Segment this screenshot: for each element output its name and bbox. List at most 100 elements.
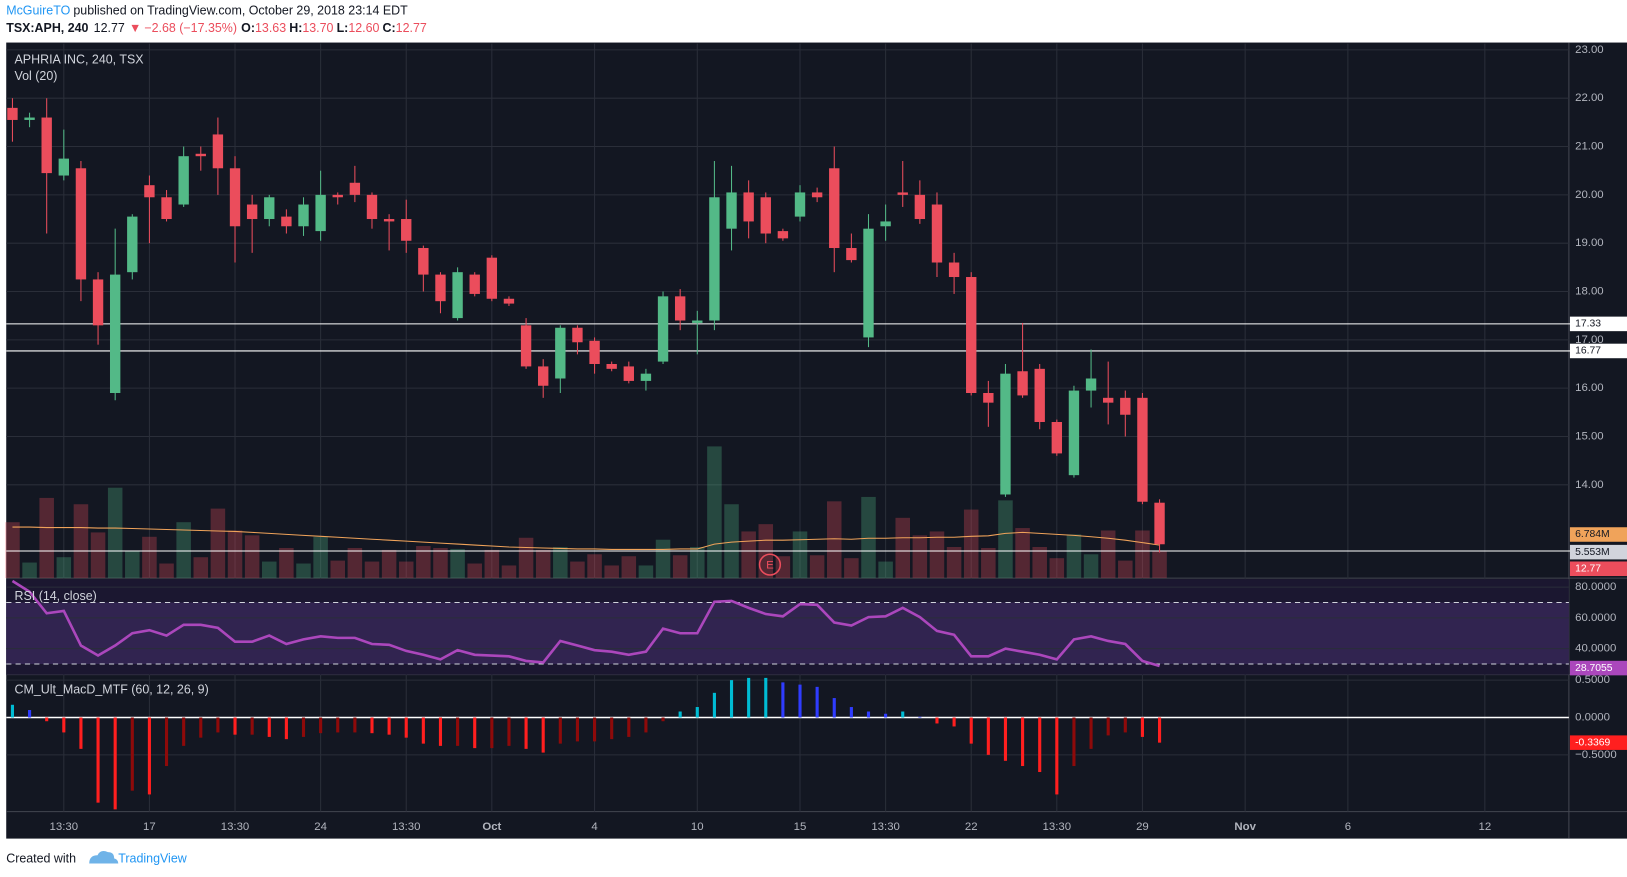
volume-bar: [210, 508, 226, 579]
open-value: 13.63: [255, 21, 286, 35]
histogram-bar: [541, 717, 545, 753]
x-tick-label: 4: [591, 821, 598, 833]
histogram-bar: [1106, 717, 1110, 736]
volume-bar: [330, 560, 346, 579]
candle-body: [1068, 390, 1080, 476]
histogram-bar: [404, 717, 408, 738]
low-value: 12.60: [348, 21, 379, 35]
candle-body: [212, 134, 224, 169]
candle-body: [640, 373, 652, 381]
published-text: published on TradingView.com, October 29…: [73, 4, 408, 18]
histogram-bar: [832, 698, 836, 718]
histogram-bar: [524, 717, 528, 749]
level-label-box: [1569, 316, 1627, 332]
macd-title: CM_Ult_MacD_MTF (60, 12, 26, 9): [15, 682, 209, 696]
volume-bar: [159, 563, 174, 579]
candle-body: [623, 366, 634, 381]
candle-body: [1137, 397, 1148, 502]
candle-body: [880, 221, 891, 227]
o-label: O:: [241, 21, 255, 35]
chart-title: APHRIA INC, 240, TSX: [15, 52, 145, 66]
histogram-bar: [712, 692, 716, 718]
candle-body: [914, 194, 926, 220]
volume-ma-label-box: [1569, 527, 1627, 542]
candle-body: [1102, 397, 1114, 403]
histogram-bar: [233, 717, 237, 735]
candle-body: [811, 192, 823, 198]
author-link[interactable]: McGuireTO: [6, 4, 70, 18]
tradingview-brand[interactable]: TradingView: [118, 852, 187, 866]
histogram-bar: [1072, 717, 1076, 767]
volume-bar: [621, 556, 637, 579]
candle-body: [726, 192, 737, 229]
x-tick-label: 17: [143, 821, 156, 833]
y-tick-label: 0.5000: [1575, 674, 1610, 686]
candle-body: [829, 168, 840, 249]
y-tick-label: 19.00: [1575, 237, 1604, 249]
volume-bar: [844, 558, 859, 579]
x-tick-label: 13:30: [50, 821, 79, 833]
candle-body: [41, 117, 52, 174]
candle-body: [538, 366, 549, 386]
volume-bar: [672, 555, 688, 579]
volume-bar: [1049, 558, 1065, 579]
level-label: 17.33: [1575, 319, 1601, 330]
x-tick-label: 15: [794, 821, 807, 833]
volume-bar: [1015, 528, 1030, 579]
candle-body: [1034, 368, 1045, 422]
candle-body: [75, 168, 87, 280]
histogram-bar: [130, 717, 134, 791]
volume-bar: [262, 561, 277, 579]
c-label: C:: [383, 21, 396, 35]
volume-bar: [553, 546, 568, 579]
volume-bar: [279, 547, 294, 579]
histogram-bar: [284, 717, 288, 740]
histogram-bar: [986, 717, 990, 755]
change: −2.68 (−17.35%): [144, 21, 237, 35]
plot: 13:30 17 13:30 24 13:30 Oct 4 10 15 13:30 22 13:30 2…: [5, 42, 1627, 839]
histogram-bar: [918, 716, 922, 718]
volume-bar: [775, 556, 791, 579]
created-with: Created with: [6, 852, 76, 866]
candle-body: [674, 296, 686, 321]
volume-ma-label: 6.784M: [1575, 529, 1610, 540]
candle-body: [897, 192, 908, 195]
histogram-bar: [370, 717, 374, 734]
candle-body: [229, 168, 241, 227]
volume-bar: [313, 536, 328, 579]
volume-bar: [107, 487, 123, 579]
histogram-bar: [113, 717, 117, 810]
volume-bar: [535, 549, 551, 579]
rsi-last-label: 28.7055: [1575, 663, 1613, 674]
candle-body: [178, 156, 189, 205]
volume-bar: [878, 561, 893, 579]
candle-body: [1017, 371, 1028, 396]
volume-bar: [587, 554, 602, 579]
histogram-bar: [935, 717, 939, 724]
candle-body: [520, 325, 532, 367]
volume-bar: [895, 517, 910, 579]
y-tick-label: −0.5000: [1575, 749, 1617, 761]
level-label: 16.77: [1575, 346, 1601, 357]
x-tick-label: Oct: [482, 821, 501, 833]
earnings-marker: [758, 553, 782, 576]
candle-body: [195, 153, 206, 157]
y-tick-label: 14.00: [1575, 479, 1604, 491]
x-tick-label: 22: [965, 821, 978, 833]
y-tick-label: 18.00: [1575, 286, 1604, 298]
volume-bar: [912, 535, 928, 579]
volume-bar: [638, 565, 654, 579]
volume-bar: [5, 522, 20, 579]
histogram-bar: [798, 684, 802, 718]
x-tick-label: 10: [691, 821, 704, 833]
x-tick-label: 12: [1479, 821, 1492, 833]
histogram-bar: [319, 717, 323, 734]
candle-body: [657, 296, 669, 362]
candle-body: [572, 327, 583, 343]
candle-body: [760, 197, 771, 234]
candle-body: [1051, 421, 1063, 454]
x-tick-label: 13:30: [1043, 821, 1072, 833]
volume-bar: [998, 500, 1013, 579]
candle-body: [846, 248, 857, 261]
